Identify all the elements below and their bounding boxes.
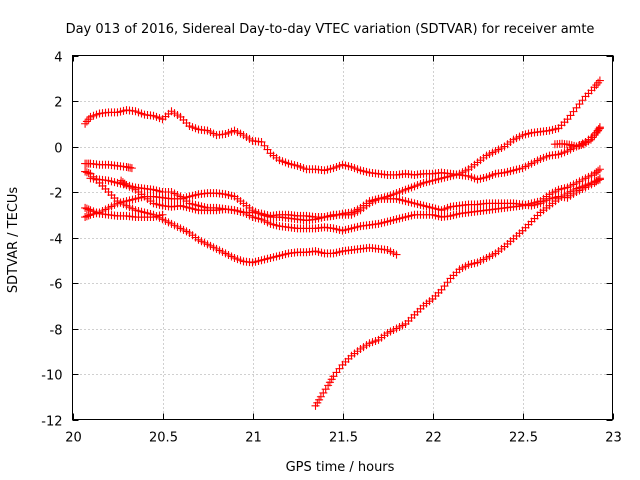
data-point	[127, 164, 136, 173]
data-point	[592, 177, 601, 186]
plot-frame	[72, 55, 613, 420]
data-point	[595, 175, 604, 184]
series-sat-b	[81, 159, 136, 173]
series-sat-i	[550, 123, 604, 151]
data-point	[120, 179, 129, 188]
data-point	[594, 176, 603, 185]
data-point	[81, 213, 90, 222]
axis-ticks: -12 -10 -8 -6 -4 -2 0 2 4 20 20.5 21 21.5 22 22.5 23	[41, 51, 622, 446]
y-axis-label: SDTVAR / TECUs	[6, 187, 21, 294]
series-sat-d	[81, 203, 167, 222]
data-point	[84, 211, 93, 220]
y-tick-label: -10	[41, 369, 62, 384]
y-tick-label: -4	[50, 233, 63, 248]
x-axis-label: GPS time / hours	[286, 460, 395, 475]
x-tick-label: 22	[425, 431, 442, 446]
data-point	[594, 166, 603, 175]
x-tick-label: 22.5	[509, 431, 538, 446]
y-tick-label: 2	[54, 96, 62, 111]
data-point	[84, 169, 93, 178]
data-point	[81, 203, 90, 212]
x-tick-label: 21	[245, 431, 262, 446]
y-tick-label: -2	[50, 187, 63, 202]
data-point	[595, 165, 604, 174]
y-tick-label: -6	[50, 278, 63, 293]
data-point	[392, 250, 401, 259]
series-sat-h	[311, 175, 604, 410]
y-tick-label: 4	[54, 51, 62, 66]
y-tick-label: -12	[41, 415, 62, 430]
data-point	[81, 167, 90, 176]
data-point	[158, 210, 167, 219]
data-point	[595, 76, 604, 85]
x-tick-label: 20.5	[149, 431, 178, 446]
x-tick-label: 20	[65, 431, 82, 446]
data-point	[82, 168, 91, 177]
data-point	[590, 177, 599, 186]
series-sat-g	[117, 174, 604, 222]
data-marks	[81, 76, 604, 410]
chart-title: Day 013 of 2016, Sidereal Day-to-day VTE…	[66, 22, 595, 37]
data-point	[595, 123, 604, 132]
series-sat-a	[81, 106, 604, 184]
data-point	[82, 204, 91, 213]
x-tick-label: 23	[605, 431, 622, 446]
y-tick-label: -8	[50, 324, 63, 339]
x-tick-label: 21.5	[329, 431, 358, 446]
y-tick-label: 0	[54, 142, 62, 157]
data-point	[82, 212, 91, 221]
data-point	[594, 125, 603, 134]
